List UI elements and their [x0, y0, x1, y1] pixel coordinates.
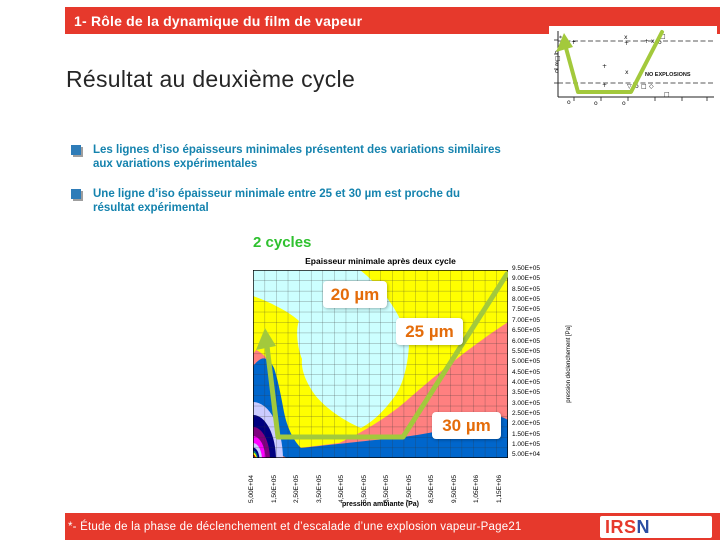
bullet-line: aux variations expérimentales: [93, 158, 258, 171]
svg-text:x: x: [624, 34, 628, 41]
bullet-item: Une ligne d’iso épaisseur minimale entre…: [71, 187, 646, 215]
irsn-logo-irs: IRS: [605, 516, 637, 537]
thumb-green-boundary-line: [564, 30, 664, 94]
irsn-logo-n: N: [636, 516, 651, 537]
svg-text:o: o: [622, 100, 626, 107]
y-tick-label: 5.00E+04: [512, 451, 541, 459]
bullet-text: Une ligne d’iso épaisseur minimale entre…: [93, 187, 460, 215]
svg-text:+: +: [602, 63, 607, 70]
footer-banner: *- Étude de la phase de déclenchement et…: [65, 513, 720, 540]
svg-text:o: o: [658, 39, 662, 46]
y-tick-label: 7.50E+05: [512, 306, 541, 314]
svg-text:◇: ◇: [649, 83, 654, 90]
svg-text:*: *: [559, 35, 562, 42]
thumb-data-markers: *+x + + x o□ o□8o +x + ▽ o □ ◇ o o o□: [555, 33, 670, 107]
bullet-text: Les lignes d’iso épaisseurs minimales pr…: [93, 143, 501, 171]
footer-reference-text: *- Étude de la phase de déclenchement et…: [68, 520, 522, 533]
y-tick-label: 4.50E+05: [512, 368, 541, 376]
page-title: Résultat au deuxième cycle: [66, 66, 356, 92]
y-tick-label: 2.00E+05: [512, 420, 541, 428]
cycles-annotation: 2 cycles: [253, 234, 312, 251]
svg-text:+: +: [644, 38, 649, 45]
svg-text:o: o: [555, 68, 559, 75]
bullet-square-icon: [71, 145, 81, 155]
bullet-item: Les lignes d’iso épaisseurs minimales pr…: [71, 143, 646, 171]
svg-text:o: o: [594, 100, 598, 107]
svg-text:+: +: [624, 40, 629, 47]
y-tick-label: 7.00E+05: [512, 316, 541, 324]
thumbnail-background: [549, 26, 717, 112]
svg-text:o: o: [555, 49, 559, 56]
y-tick-label: 3.50E+05: [512, 389, 541, 397]
svg-text:x: x: [625, 69, 629, 76]
green-arrowhead-icon: [256, 328, 276, 350]
irsn-logo: IRS N: [600, 515, 712, 538]
svg-text:8: 8: [555, 61, 559, 68]
bullet-line: résultat expérimental: [93, 202, 209, 215]
y-tick-label: 1.00E+05: [512, 441, 541, 449]
experiment-map-thumbnail: *+x + + x o□ o□8o +x + ▽ o □ ◇ o o o□ NO EXPLOS…: [549, 26, 717, 112]
svg-text:▽: ▽: [627, 83, 632, 90]
y-tick-label: 6.50E+05: [512, 327, 541, 335]
svg-text:o: o: [635, 83, 639, 90]
svg-text:□: □: [555, 55, 561, 62]
svg-text:□: □: [664, 91, 670, 98]
bullet-line: Les lignes d’iso épaisseurs minimales pr…: [93, 144, 501, 156]
svg-text:□: □: [641, 83, 647, 90]
contour-label-30um: 30 µm: [432, 412, 501, 439]
y-tick-label: 5.50E+05: [512, 347, 541, 355]
y-tick-label: 1.50E+05: [512, 430, 541, 438]
y-tick-label: 8.50E+05: [512, 285, 541, 293]
y-axis-tick-labels: 9.50E+05 9.00E+05 8.50E+05 8.00E+05 7.50E+05…: [512, 265, 554, 459]
y-tick-label: 6.00E+05: [512, 337, 541, 345]
y-tick-label: 9.50E+05: [512, 265, 541, 272]
svg-text:x: x: [651, 38, 655, 45]
y-tick-label: 9.00E+05: [512, 275, 541, 283]
y-axis-title: pression déclenchement [Pa]: [566, 325, 572, 403]
thumb-green-arrowhead-icon: [556, 33, 573, 52]
svg-text:o: o: [567, 99, 571, 106]
x-axis-title: pression ambiante (Pa): [341, 501, 420, 508]
bullet-list: Les lignes d’iso épaisseurs minimales pr…: [71, 143, 646, 231]
svg-text:+: +: [602, 82, 607, 89]
bullet-line: Une ligne d’iso épaisseur minimale entre…: [93, 188, 461, 201]
chart-title: Epaisseur minimale après deux cycle: [305, 256, 456, 266]
section-title: 1- Rôle de la dynamique du film de vapeu…: [74, 12, 363, 29]
y-tick-label: 4.00E+05: [512, 378, 541, 386]
header-banner: 1- Rôle de la dynamique du film de vapeu…: [65, 7, 720, 34]
thumb-axis-ticks: [554, 39, 708, 101]
plot-border: [253, 270, 508, 458]
bullet-square-icon: [71, 189, 81, 200]
y-tick-label: 2.50E+05: [512, 410, 541, 418]
y-tick-label: 5.00E+05: [512, 358, 541, 366]
green-boundary-line: [264, 271, 508, 440]
no-explosions-label: NO EXPLOSIONS: [645, 72, 691, 78]
contour-label-20um: 20 µm: [323, 281, 387, 308]
y-tick-label: 8.00E+05: [512, 296, 541, 304]
svg-text:+: +: [571, 39, 576, 46]
y-tick-label: 3.00E+05: [512, 399, 541, 407]
svg-text:□: □: [660, 33, 666, 40]
contour-label-25um: 25 µm: [396, 318, 463, 345]
